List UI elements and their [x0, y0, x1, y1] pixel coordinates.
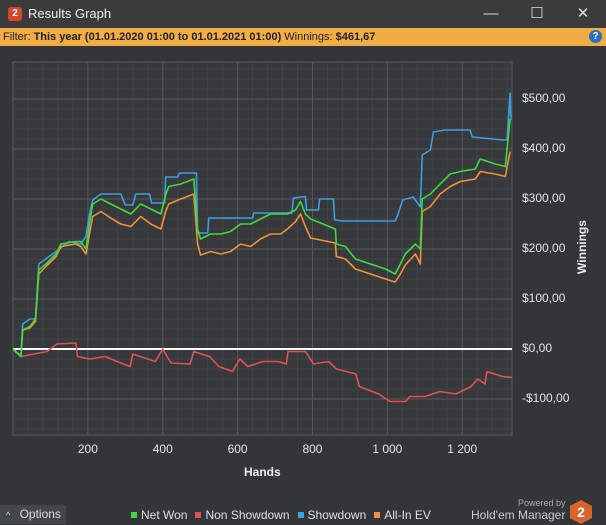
options-label: Options [19, 507, 61, 521]
minimize-button[interactable]: — [483, 5, 499, 22]
winnings-label: Winnings: [284, 31, 333, 43]
filter-bar: Filter: This year (01.01.2020 01:00 to 0… [0, 28, 606, 46]
series-line-showdown [12, 92, 512, 358]
powered-by-text: Powered by [518, 498, 566, 508]
legend-swatch [297, 512, 304, 518]
chevron-up-icon: ^ [6, 510, 11, 520]
y-tick-label: $400,00 [522, 141, 566, 155]
y-tick-label: $500,00 [522, 91, 566, 105]
help-icon[interactable]: ? [589, 30, 602, 43]
legend-swatch [131, 512, 137, 518]
x-tick-label: 1 200 [447, 442, 478, 456]
window-title: Results Graph [28, 6, 112, 21]
brand-logo-icon: 2 [570, 500, 592, 524]
legend-swatch [374, 512, 381, 518]
legend-net-won[interactable]: Net Won [131, 508, 187, 522]
x-tick-label: 600 [227, 442, 248, 456]
y-tick-label: $300,00 [522, 191, 566, 205]
filter-value: This year (01.01.2020 01:00 to 01.01.202… [33, 31, 282, 43]
x-axis-label: Hands [244, 465, 281, 479]
y-tick-label: $100,00 [522, 291, 566, 305]
options-button[interactable]: ^ Options [0, 505, 66, 524]
legend-label: Net Won [141, 508, 188, 522]
title-bar: 2 Results Graph — ☐ ✕ [0, 0, 606, 28]
x-tick-label: 800 [302, 442, 323, 456]
x-tick-label: 1 000 [372, 442, 403, 456]
legend: Net Won Non Showdown Showdown All-In EV [131, 508, 431, 522]
series-line-non-showdown [12, 342, 513, 403]
filter-label: Filter: [3, 31, 31, 43]
close-button[interactable]: ✕ [576, 5, 590, 22]
legend-non-showdown[interactable]: Non Showdown [195, 508, 290, 522]
y-axis-label: Winnings [574, 220, 589, 274]
maximize-button[interactable]: ☐ [530, 5, 544, 22]
brand-name: Hold'em Manager [471, 508, 566, 522]
y-tick-label: $200,00 [522, 241, 566, 255]
legend-swatch [195, 512, 202, 518]
winnings-value: $461,67 [335, 31, 376, 43]
x-tick-label: 400 [152, 442, 173, 456]
y-tick-label: $0,00 [522, 341, 553, 355]
series-line-net-won [12, 118, 511, 358]
legend-label: Non Showdown [205, 508, 290, 522]
legend-label: All-In EV [384, 508, 431, 522]
y-tick-label: -$100,00 [522, 391, 570, 405]
series-line-all-in-ev [12, 151, 511, 358]
legend-label: Showdown [307, 508, 367, 522]
x-tick-label: 200 [77, 442, 98, 456]
legend-showdown[interactable]: Showdown [297, 508, 367, 522]
legend-all-in-ev[interactable]: All-In EV [374, 508, 431, 522]
app-logo-icon: 2 [8, 7, 22, 21]
